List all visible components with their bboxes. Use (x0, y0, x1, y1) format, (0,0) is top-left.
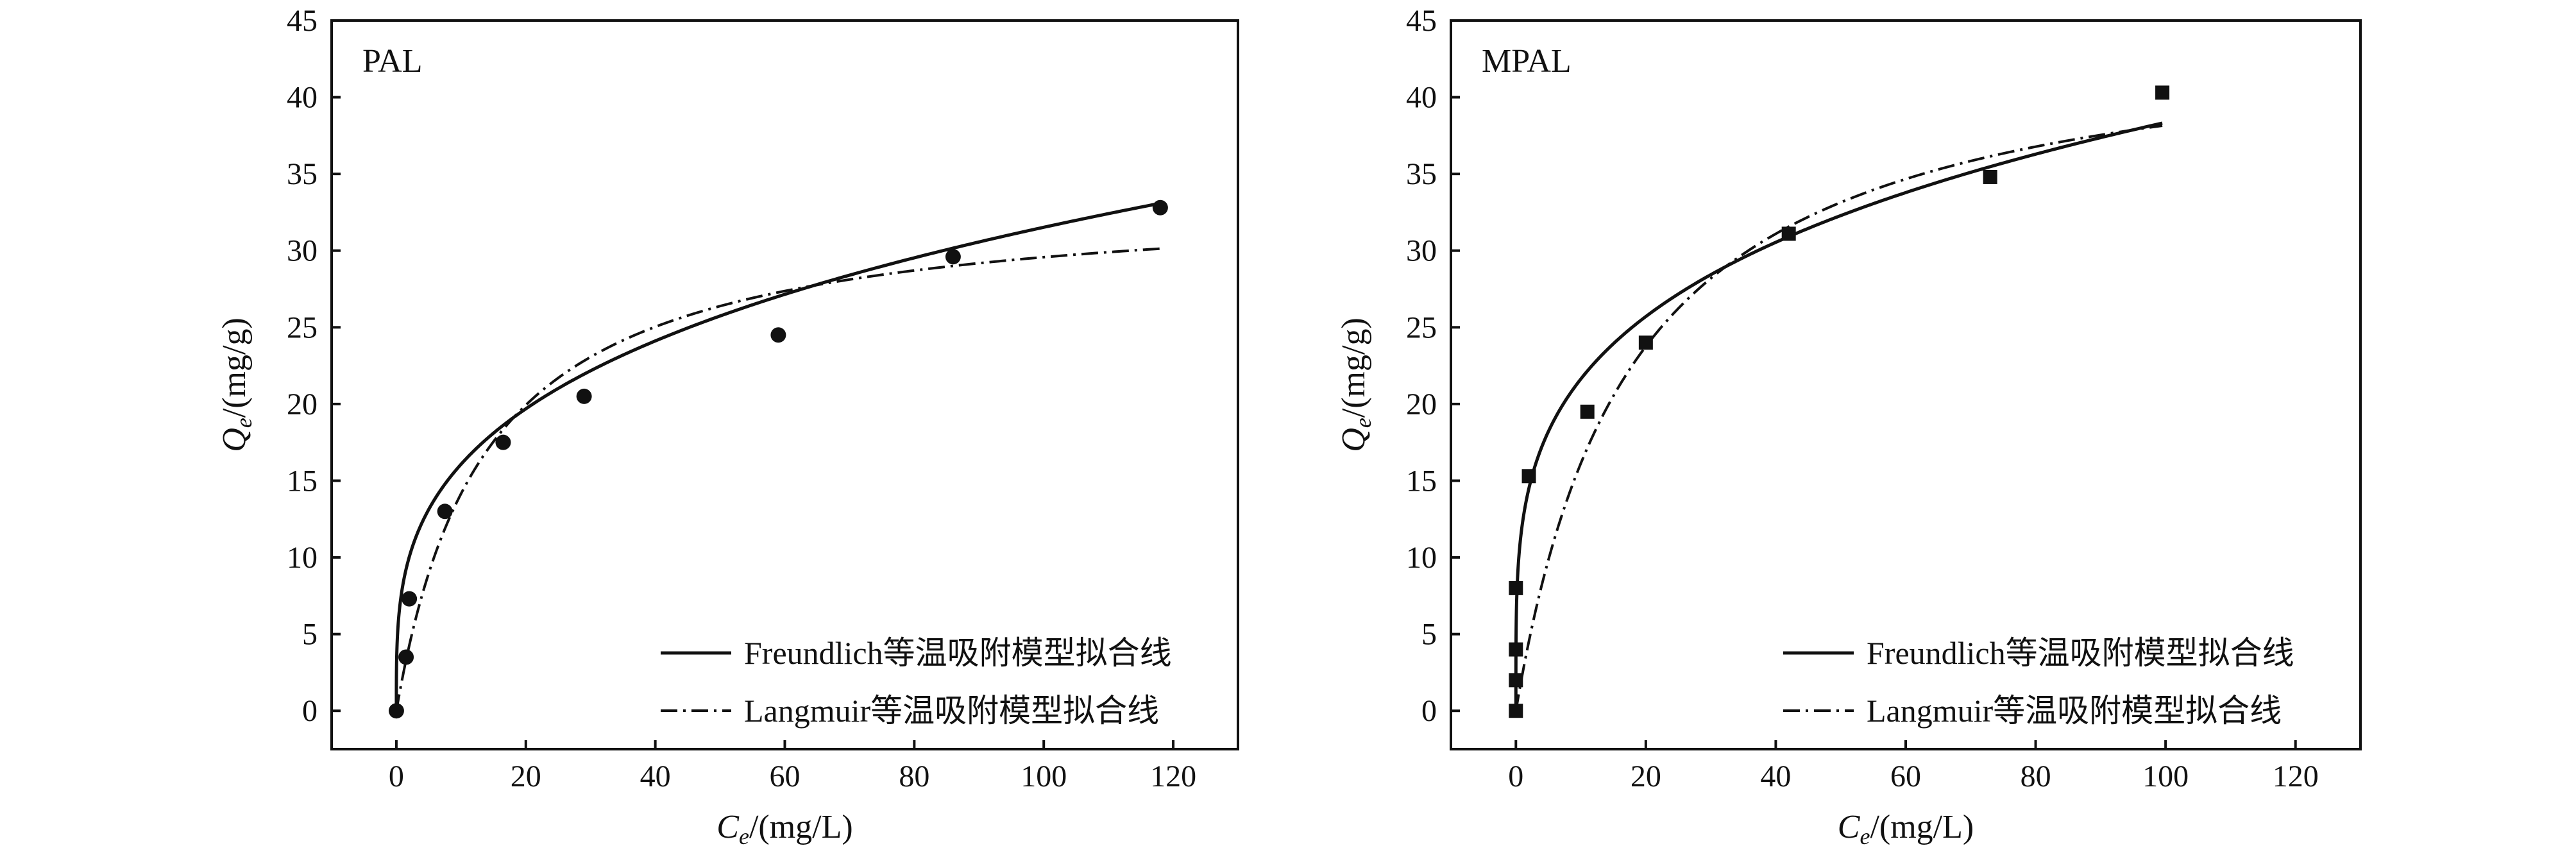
legend-label-freundlich: Freundlich等温吸附模型拟合线 (744, 635, 1172, 671)
data-point (1983, 169, 1997, 184)
freundlich-fit-line (394, 201, 1161, 711)
x-tick-label: 100 (1021, 759, 1067, 793)
x-axis-subscript: e (739, 824, 749, 849)
data-point (398, 649, 414, 665)
x-axis-title: Ce/(mg/L) (1838, 809, 1974, 849)
x-axis-unit: /(mg/L) (1870, 809, 1974, 845)
x-tick-label: 20 (1631, 759, 1661, 793)
data-point (1509, 704, 1523, 718)
x-tick-label: 60 (770, 759, 801, 793)
y-tick-label: 40 (287, 81, 318, 115)
y-axis-unit: /(mg/g) (216, 317, 253, 418)
data-point (437, 504, 453, 520)
x-axis-unit: /(mg/L) (749, 809, 853, 845)
y-tick-label: 20 (287, 387, 318, 421)
x-tick-label: 0 (389, 759, 404, 793)
data-point (1580, 404, 1595, 419)
x-axis-symbol: C (1838, 809, 1861, 845)
x-tick-label: 100 (2142, 759, 2189, 793)
x-tick-label: 0 (1508, 759, 1523, 793)
y-tick-label: 10 (287, 541, 318, 575)
y-tick-label: 25 (1406, 310, 1437, 344)
x-tick-label: 40 (1760, 759, 1791, 793)
x-tick-label: 80 (899, 759, 929, 793)
y-tick-label: 35 (287, 157, 318, 191)
legend-label-langmuir: Langmuir等温吸附模型拟合线 (1867, 693, 2282, 729)
data-point (1152, 199, 1168, 216)
y-tick-label: 0 (302, 694, 318, 728)
legend-label-langmuir: Langmuir等温吸附模型拟合线 (744, 693, 1159, 729)
data-point (1781, 226, 1796, 241)
x-axis-title: Ce/(mg/L) (716, 809, 852, 849)
data-point (495, 434, 511, 450)
y-tick-label: 30 (287, 234, 318, 268)
data-point (2155, 85, 2170, 100)
chart-panel-mpal: 0 20 40 60 80 100 120051015202530354045MPALCe/… (1335, 4, 2362, 849)
y-tick-label: 25 (287, 310, 318, 344)
data-point (1638, 335, 1653, 350)
data-point (402, 591, 418, 607)
x-axis-subscript: e (1860, 824, 1870, 849)
data-point (770, 327, 786, 343)
x-tick-label: 120 (1150, 759, 1196, 793)
y-tick-label: 30 (1406, 234, 1437, 268)
freundlich-fit-line (1514, 121, 2163, 711)
y-axis-unit: /(mg/g) (1335, 317, 1372, 418)
legend-label-freundlich: Freundlich等温吸附模型拟合线 (1867, 635, 2294, 671)
y-axis-title: Qe/(mg/g) (1335, 317, 1376, 452)
data-point (1509, 580, 1523, 595)
y-axis-title: Qe/(mg/g) (216, 317, 257, 452)
panel-label: PAL (362, 43, 422, 80)
x-tick-label: 60 (1890, 759, 1921, 793)
langmuir-fit-line (1514, 124, 2163, 711)
y-tick-label: 15 (1406, 464, 1437, 498)
y-tick-label: 15 (287, 464, 318, 498)
y-axis-symbol: Q (1335, 428, 1372, 452)
data-point (576, 388, 592, 404)
y-tick-label: 35 (1406, 157, 1437, 191)
y-axis-subscript: e (1350, 418, 1376, 428)
y-tick-label: 10 (1406, 541, 1437, 575)
x-tick-label: 80 (2021, 759, 2051, 793)
panel-label: MPAL (1482, 43, 1572, 80)
data-point (945, 249, 961, 265)
data-point (1509, 673, 1523, 688)
y-tick-label: 45 (287, 4, 318, 38)
y-tick-label: 40 (1406, 81, 1437, 115)
x-tick-label: 120 (2273, 759, 2319, 793)
y-tick-label: 5 (302, 618, 318, 652)
x-tick-label: 40 (640, 759, 671, 793)
chart-panel-pal: 0 20 40 60 80 100 120051015202530354045PALCe/(… (216, 4, 1239, 849)
y-axis-symbol: Q (216, 428, 253, 452)
data-point (388, 703, 404, 719)
data-point (1509, 642, 1523, 657)
y-axis-subscript: e (231, 418, 257, 428)
x-axis-symbol: C (716, 809, 740, 845)
y-tick-label: 45 (1406, 4, 1437, 38)
x-tick-label: 20 (511, 759, 541, 793)
y-tick-label: 0 (1421, 694, 1437, 728)
langmuir-fit-line (394, 247, 1161, 711)
data-point (1521, 469, 1536, 484)
y-tick-label: 20 (1406, 387, 1437, 421)
y-tick-label: 5 (1421, 618, 1437, 652)
